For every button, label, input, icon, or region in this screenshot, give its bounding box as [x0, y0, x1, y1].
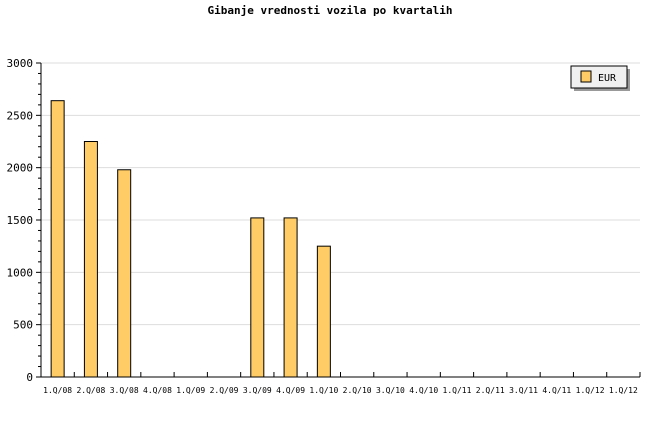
x-tick-label: 3.Q/11	[509, 386, 538, 395]
bar-3.Q/09	[250, 217, 265, 378]
bar-1.Q/08	[50, 100, 65, 378]
x-tick-label: 2.Q/09	[210, 386, 239, 395]
bar-1.Q/10	[316, 245, 331, 378]
y-tick-label: 1000	[7, 266, 34, 279]
x-tick-label: 1.Q/08	[43, 386, 72, 395]
legend-swatch-eur	[580, 70, 592, 83]
x-tick-label: 1.Q/12	[609, 386, 638, 395]
x-tick-label: 1.Q/11	[443, 386, 472, 395]
bar-4.Q/09	[283, 217, 298, 378]
x-tick-label: 3.Q/10	[376, 386, 405, 395]
x-tick-label: 3.Q/08	[110, 386, 139, 395]
x-tick-label: 2.Q/10	[343, 386, 372, 395]
bar-3.Q/08	[117, 169, 132, 378]
chart-title: Gibanje vrednosti vozila po kvartalih	[207, 4, 452, 17]
x-tick-label: 2.Q/08	[76, 386, 105, 395]
legend: EUR	[570, 65, 630, 91]
x-tick-label: 3.Q/09	[243, 386, 272, 395]
y-tick-label: 2000	[7, 162, 34, 175]
y-tick-label: 500	[13, 319, 33, 332]
x-tick-label: 1.Q/10	[309, 386, 338, 395]
x-tick-label: 4.Q/08	[143, 386, 172, 395]
x-tick-label: 1.Q/09	[176, 386, 205, 395]
x-tick-label: 2.Q/11	[476, 386, 505, 395]
y-tick-label: 3000	[7, 57, 34, 70]
y-tick-label: 0	[26, 371, 33, 384]
y-tick-label: 1500	[7, 214, 34, 227]
x-tick-label: 4.Q/11	[542, 386, 571, 395]
x-tick-label: 1.Q/12	[576, 386, 605, 395]
legend-label-eur: EUR	[598, 73, 617, 84]
x-tick-label: 4.Q/10	[409, 386, 438, 395]
bar-2.Q/08	[83, 141, 98, 378]
y-tick-label: 2500	[7, 109, 34, 122]
x-tick-label: 4.Q/09	[276, 386, 305, 395]
